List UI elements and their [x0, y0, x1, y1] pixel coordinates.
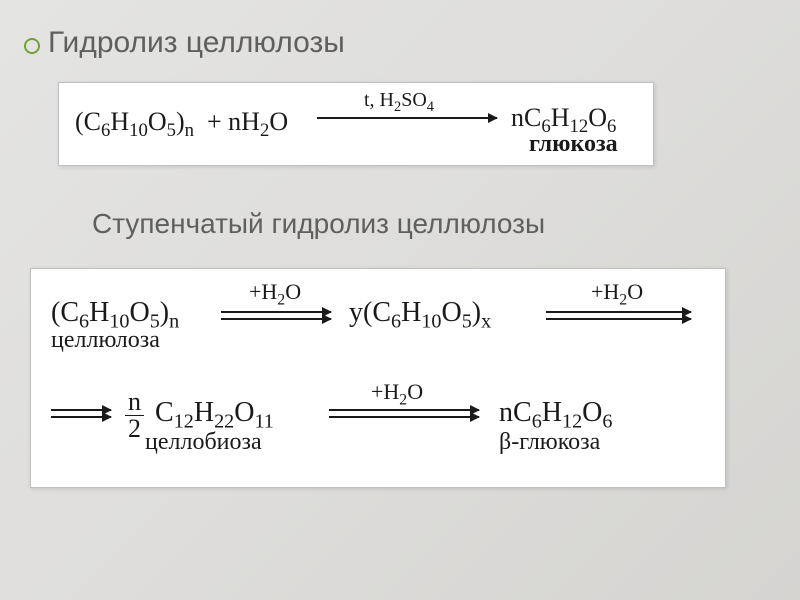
r2-arrow-0b — [51, 416, 111, 418]
reaction-arrow-1 — [317, 117, 497, 119]
r1-arrow-2b — [546, 318, 691, 320]
r1-arrow-1b — [221, 318, 331, 320]
r2-arrow-1b — [329, 416, 479, 418]
r2-frac: n 2 — [125, 389, 144, 442]
reactant-1: (C6H10O5)n + nH2O — [75, 107, 288, 137]
r2-arrow-label: +H2O — [371, 379, 423, 405]
product-1-name: глюкоза — [529, 131, 618, 158]
equation-box-stepwise: (C6H10O5)n целлюлоза +H2O y(C6H10O5)x +H… — [30, 268, 726, 488]
heading-hydrolysis: Гидролиз целлюлозы — [48, 26, 345, 60]
r2-arrow-0 — [51, 409, 111, 411]
equation-box-simple: (C6H10O5)n + nH2O t, H2SO4 nC6H12O6 глюк… — [58, 82, 654, 166]
r2-prod: nC6H12O6 — [499, 397, 612, 429]
bullet-icon — [24, 38, 40, 54]
r1-mid: y(C6H10O5)x — [349, 297, 491, 329]
r1-arrow-2 — [546, 311, 691, 313]
r1-reactant: (C6H10O5)n — [51, 297, 179, 329]
product-1: nC6H12O6 — [511, 103, 616, 133]
r2-mid-name: целлобиоза — [145, 429, 262, 456]
r2-mid: C12H22O11 — [155, 397, 274, 429]
r1-arrow-1 — [221, 311, 331, 313]
heading-stepwise: Ступенчатый гидролиз целлюлозы — [92, 208, 545, 240]
r1-arrow-label-2: +H2O — [591, 279, 643, 305]
r2-arrow-1 — [329, 409, 479, 411]
r2-prod-name: β-глюкоза — [499, 429, 600, 456]
r1-reactant-name: целлюлоза — [51, 327, 160, 354]
r1-arrow-label-1: +H2O — [249, 279, 301, 305]
arrow-label-1: t, H2SO4 — [364, 89, 434, 112]
